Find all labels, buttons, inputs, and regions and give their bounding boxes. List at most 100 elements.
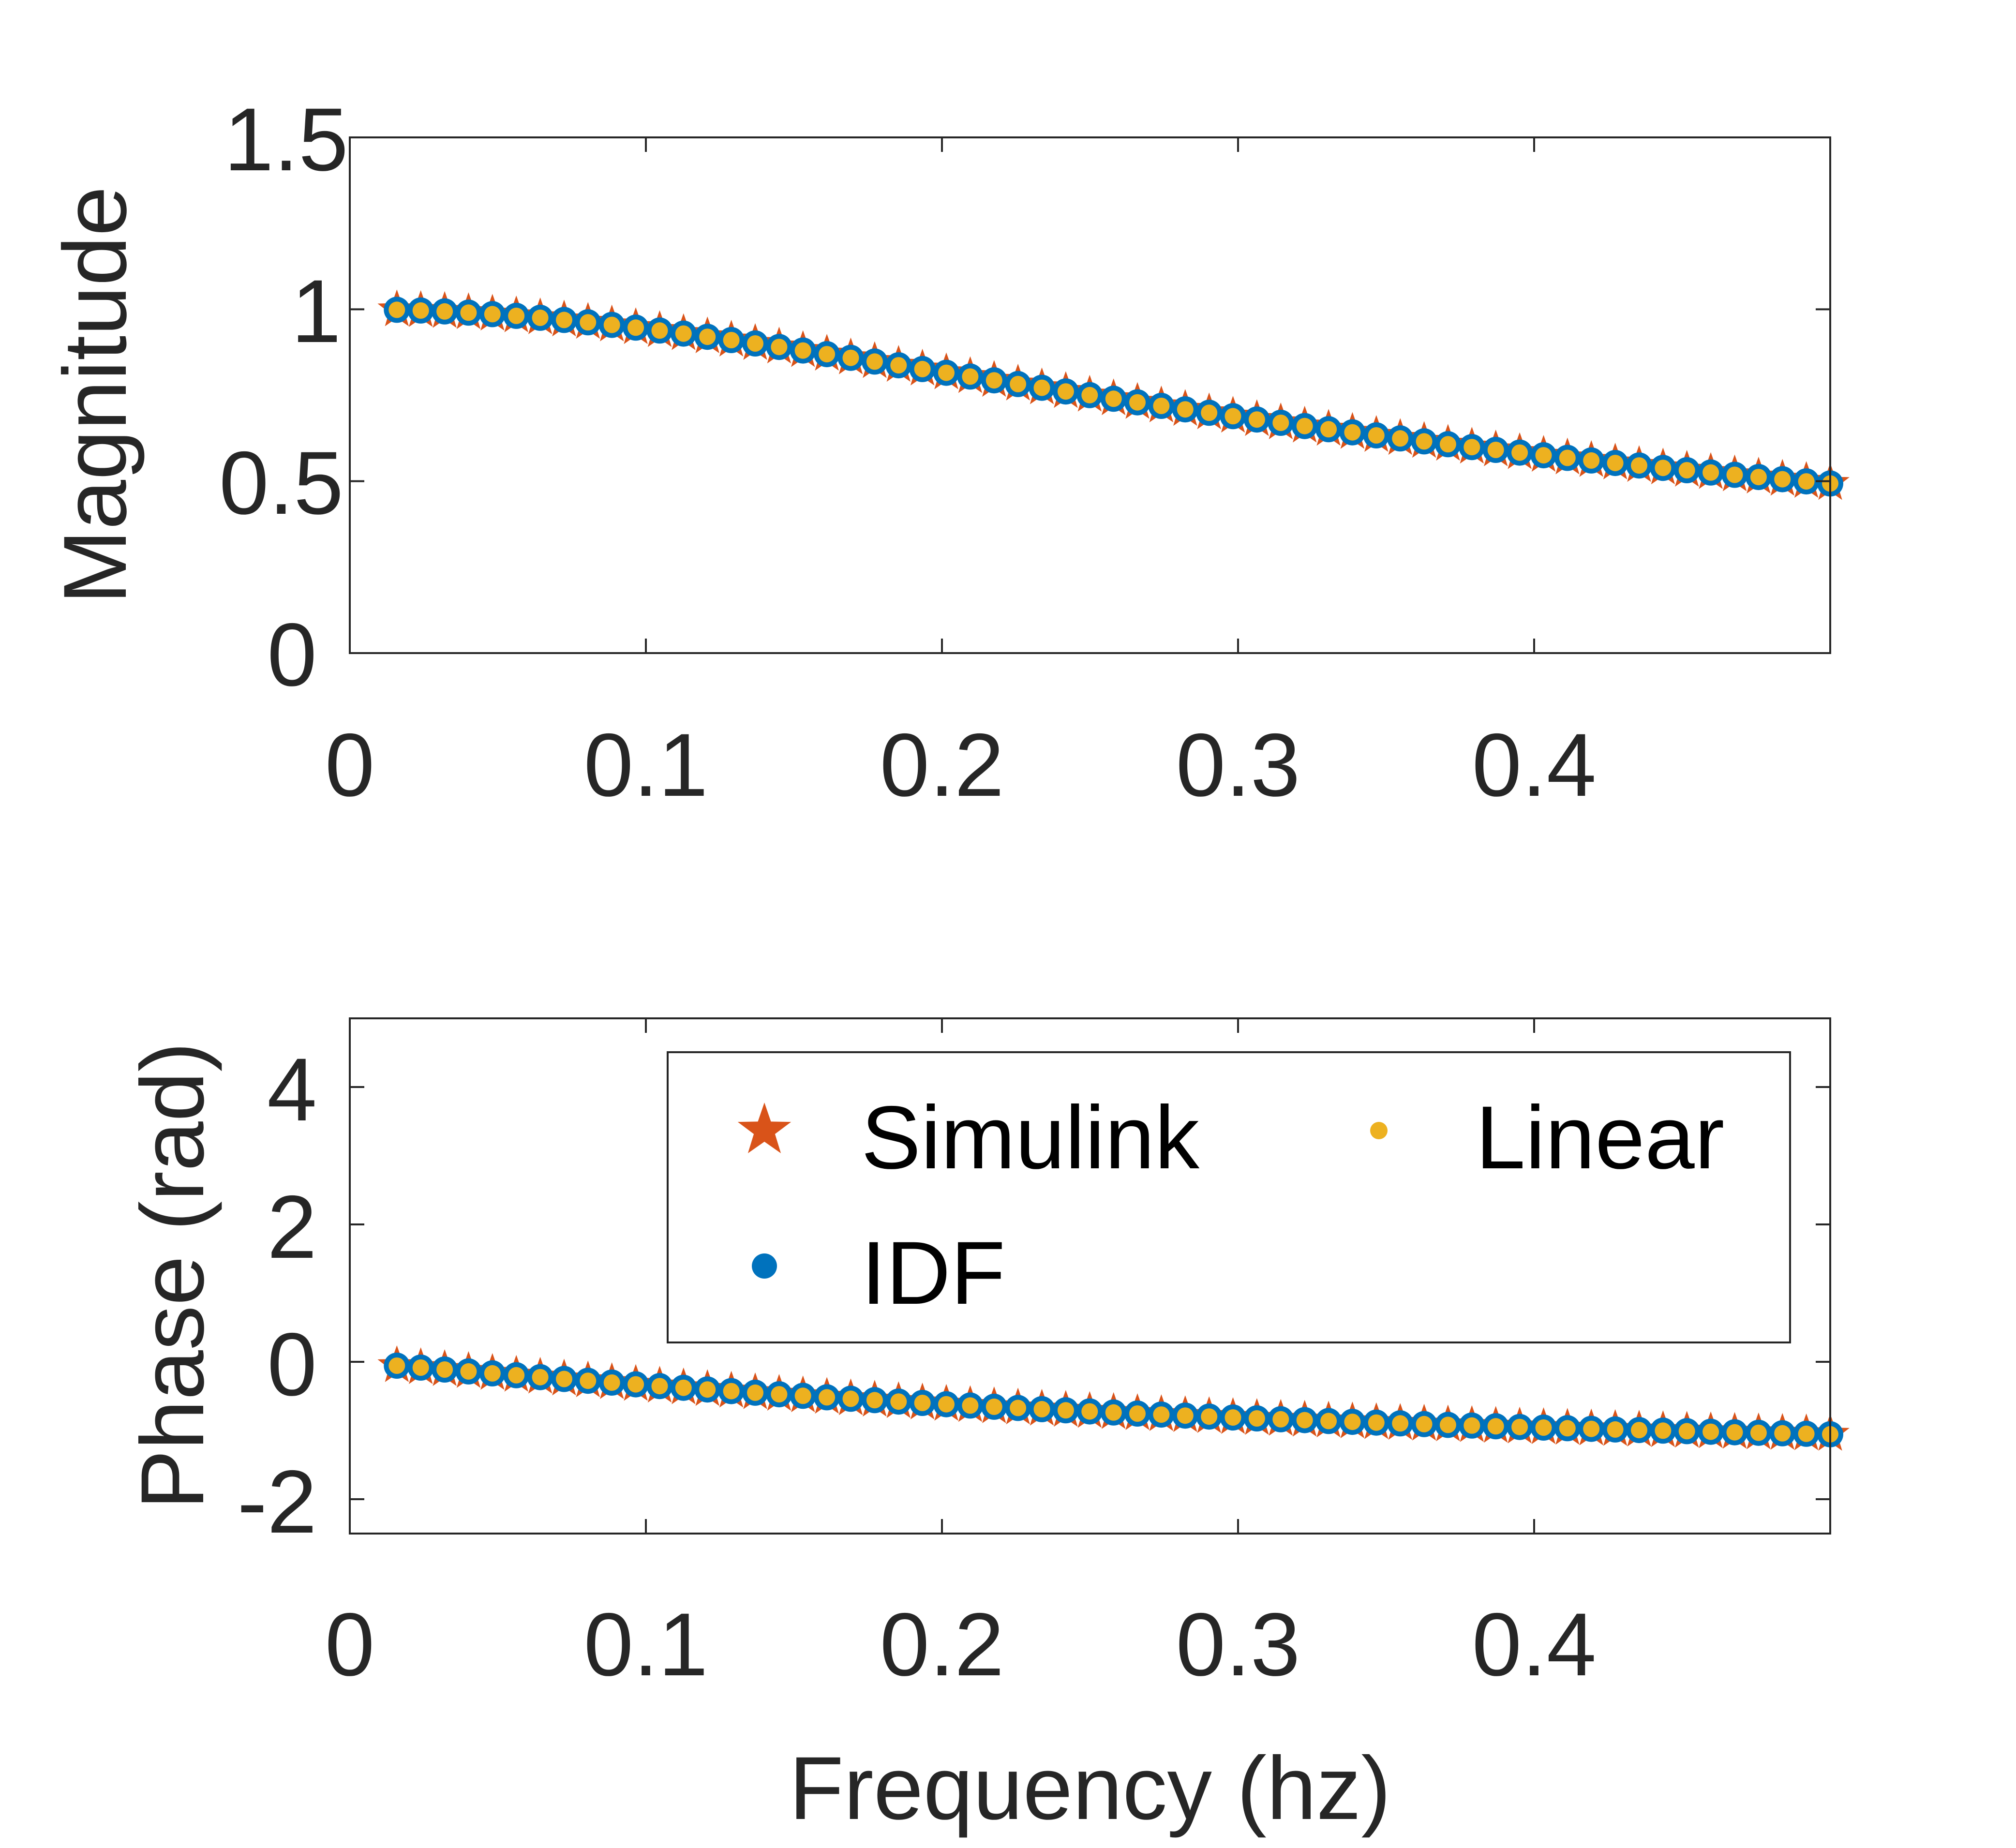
magnitude-linear-point xyxy=(794,342,811,359)
magnitude-linear-point xyxy=(1583,452,1600,469)
phase-linear-point xyxy=(1702,1423,1719,1440)
phase-linear-point xyxy=(1153,1406,1170,1423)
phase-linear-point xyxy=(1177,1407,1194,1424)
magnitude-panel: 0 0.1 0.2 0.3 0.4 0 0.5 1 1.5 Magnitude xyxy=(45,90,1850,815)
phase-linear-point xyxy=(771,1386,788,1403)
magnitude-ytick-label: 0.5 xyxy=(219,433,343,533)
phase-linear-point xyxy=(794,1387,811,1404)
phase-linear-point xyxy=(699,1381,716,1398)
magnitude-linear-point xyxy=(1439,436,1456,453)
magnitude-linear-point xyxy=(1105,390,1122,407)
magnitude-tick-labels: 0 0.1 0.2 0.3 0.4 0 0.5 1 1.5 xyxy=(219,90,1597,815)
phase-linear-point xyxy=(1105,1404,1122,1421)
phase-linear-point xyxy=(675,1379,692,1396)
phase-linear-point xyxy=(914,1395,931,1411)
phase-linear-point xyxy=(388,1357,405,1374)
phase-linear-point xyxy=(1798,1425,1815,1442)
magnitude-linear-point xyxy=(1750,469,1767,486)
magnitude-axes-box xyxy=(349,136,1831,654)
magnitude-linear-point xyxy=(1774,471,1791,488)
phase-linear-point xyxy=(747,1384,763,1401)
magnitude-linear-point xyxy=(675,325,692,342)
phase-xtick-label: 0 xyxy=(325,1595,375,1695)
legend-label-simulink: Simulink xyxy=(861,1088,1200,1188)
magnitude-xtick-label: 0 xyxy=(325,715,375,815)
magnitude-linear-point xyxy=(938,364,955,381)
magnitude-linear-point xyxy=(986,372,1002,389)
magnitude-linear-point xyxy=(866,353,883,370)
phase-linear-point xyxy=(436,1361,453,1378)
phase-linear-point xyxy=(866,1392,883,1409)
phase-linear-point xyxy=(1487,1418,1504,1435)
phase-ytick-label: 2 xyxy=(267,1177,317,1277)
magnitude-linear-point xyxy=(460,304,477,321)
magnitude-linear-point xyxy=(962,368,979,385)
legend-item-linear: Linear xyxy=(1370,1088,1724,1188)
magnitude-linear-point xyxy=(1631,457,1647,474)
phase-linear-point xyxy=(1439,1416,1456,1433)
magnitude-linear-point xyxy=(1129,394,1146,411)
magnitude-linear-point xyxy=(1416,433,1433,450)
phase-linear-point xyxy=(842,1390,859,1407)
phase-axes-box xyxy=(349,1017,1831,1535)
magnitude-linear-point xyxy=(1296,417,1313,434)
phase-xtick-label: 0.3 xyxy=(1176,1595,1300,1695)
phase-linear-point xyxy=(1201,1408,1218,1425)
phase-ytick-label: 4 xyxy=(267,1040,317,1140)
magnitude-linear-point xyxy=(1010,375,1027,392)
magnitude-linear-point xyxy=(1272,415,1289,431)
magnitude-linear-point xyxy=(1033,379,1050,396)
phase-linear-point xyxy=(1631,1422,1647,1439)
magnitude-markers xyxy=(377,289,1850,500)
magnitude-linear-point xyxy=(842,349,859,366)
phase-ytick-label: -2 xyxy=(238,1452,317,1552)
phase-linear-point xyxy=(723,1383,740,1400)
phase-linear-point xyxy=(1416,1416,1433,1432)
phase-linear-point xyxy=(627,1376,644,1393)
magnitude-linear-point xyxy=(1057,383,1074,400)
phase-linear-point xyxy=(1057,1402,1074,1419)
phase-linear-point xyxy=(938,1396,955,1413)
magnitude-linear-point xyxy=(532,309,549,326)
phase-linear-point xyxy=(1583,1420,1600,1437)
magnitude-linear-point xyxy=(1702,464,1719,481)
phase-linear-point xyxy=(651,1378,668,1395)
magnitude-xtick-label: 0.3 xyxy=(1176,715,1300,815)
magnitude-linear-point xyxy=(914,360,931,377)
magnitude-linear-point xyxy=(1607,455,1624,472)
phase-linear-point xyxy=(1320,1413,1337,1430)
magnitude-linear-point xyxy=(1344,424,1361,441)
phase-linear-point xyxy=(412,1359,429,1376)
phase-linear-point xyxy=(1272,1411,1289,1428)
phase-linear-point xyxy=(1726,1424,1743,1441)
magnitude-linear-point xyxy=(771,339,788,356)
phase-ylabel: Phase (rad) xyxy=(123,1042,223,1510)
magnitude-linear-point xyxy=(723,332,740,348)
phase-linear-point xyxy=(1463,1417,1480,1434)
magnitude-linear-point xyxy=(1225,408,1241,425)
magnitude-ytick-label: 1.5 xyxy=(224,90,348,190)
phase-ticks xyxy=(349,1018,1830,1534)
phase-linear-point xyxy=(1678,1423,1695,1440)
phase-linear-point xyxy=(508,1367,525,1384)
magnitude-linear-point xyxy=(1368,427,1385,444)
phase-linear-point xyxy=(1750,1424,1767,1441)
phase-linear-point xyxy=(1559,1420,1576,1437)
legend-item-idf: IDF xyxy=(752,1223,1005,1323)
phase-linear-point xyxy=(1010,1400,1027,1416)
legend: Simulink Linear IDF xyxy=(667,1051,1791,1343)
magnitude-linear-point xyxy=(699,328,716,345)
magnitude-linear-point xyxy=(1655,460,1672,477)
phase-linear-point xyxy=(1129,1405,1146,1422)
magnitude-linear-point xyxy=(1392,430,1409,447)
phase-xtick-label: 0.2 xyxy=(880,1595,1004,1695)
phase-linear-point xyxy=(1225,1409,1241,1426)
magnitude-linear-point xyxy=(890,357,907,374)
phase-linear-point xyxy=(1033,1401,1050,1417)
phase-linear-point xyxy=(962,1397,979,1414)
magnitude-xtick-label: 0.4 xyxy=(1472,715,1596,815)
phase-ytick-label: 0 xyxy=(267,1315,317,1415)
phase-linear-point xyxy=(1248,1410,1265,1427)
magnitude-linear-point xyxy=(388,301,405,318)
phase-linear-point xyxy=(1392,1415,1409,1432)
